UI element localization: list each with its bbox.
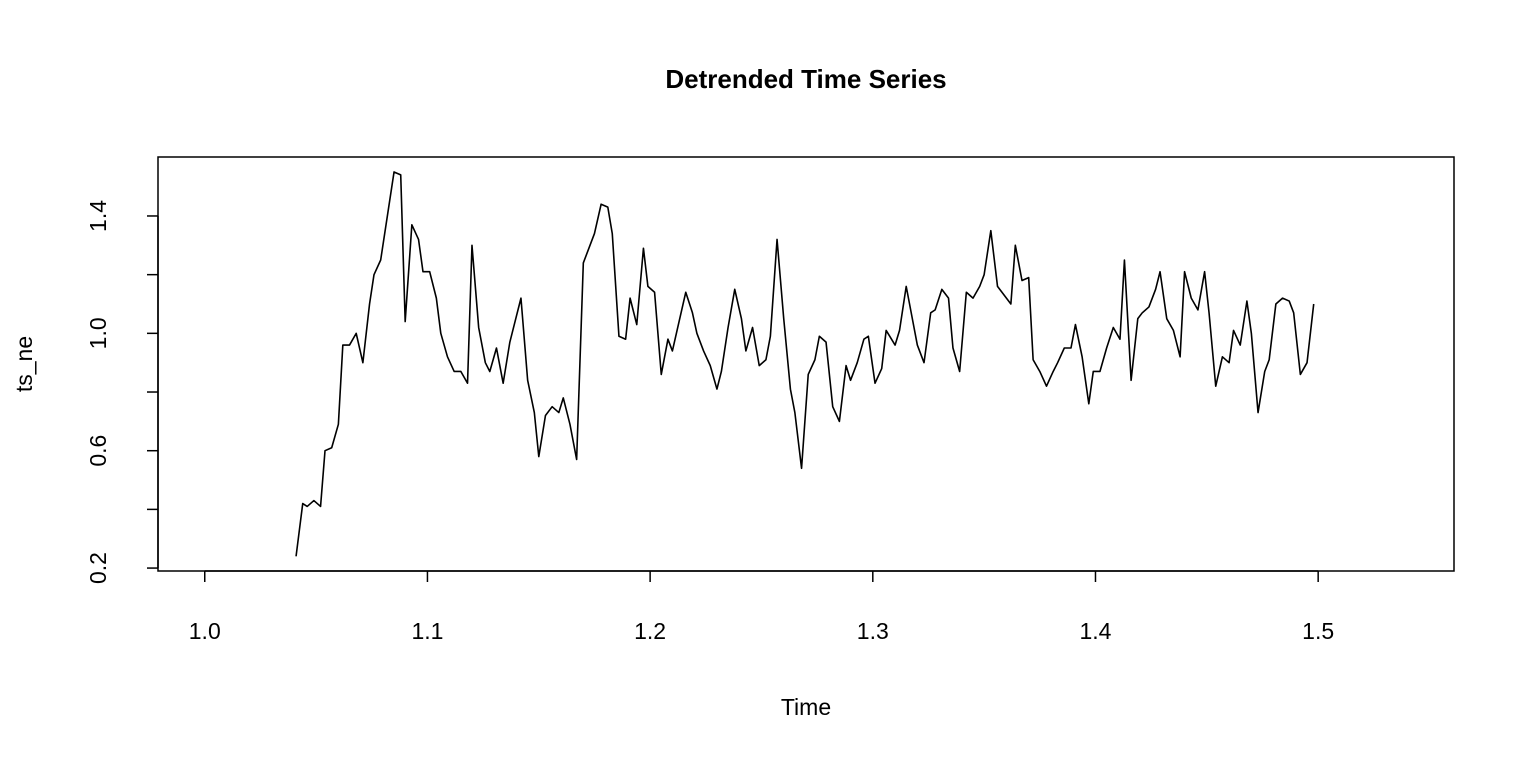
plot-frame: [157, 156, 1455, 572]
y-tick-label: 0.6: [85, 435, 111, 467]
x-tick-label: 1.5: [1302, 618, 1334, 644]
y-axis-label: ts_ne: [11, 336, 37, 392]
x-tick-label: 1.3: [857, 618, 889, 644]
x-tick-label: 1.2: [634, 618, 666, 644]
y-tick-label: 0.2: [85, 552, 111, 584]
series-line: [295, 171, 1315, 557]
y-tick-label: 1.4: [85, 200, 111, 232]
x-tick-label: 1.0: [189, 618, 221, 644]
chart-title: Detrended Time Series: [665, 64, 946, 94]
x-axis-label: Time: [781, 694, 831, 720]
y-tick-label: 1.0: [85, 317, 111, 349]
x-tick-label: 1.1: [411, 618, 443, 644]
x-tick-label: 1.4: [1079, 618, 1111, 644]
